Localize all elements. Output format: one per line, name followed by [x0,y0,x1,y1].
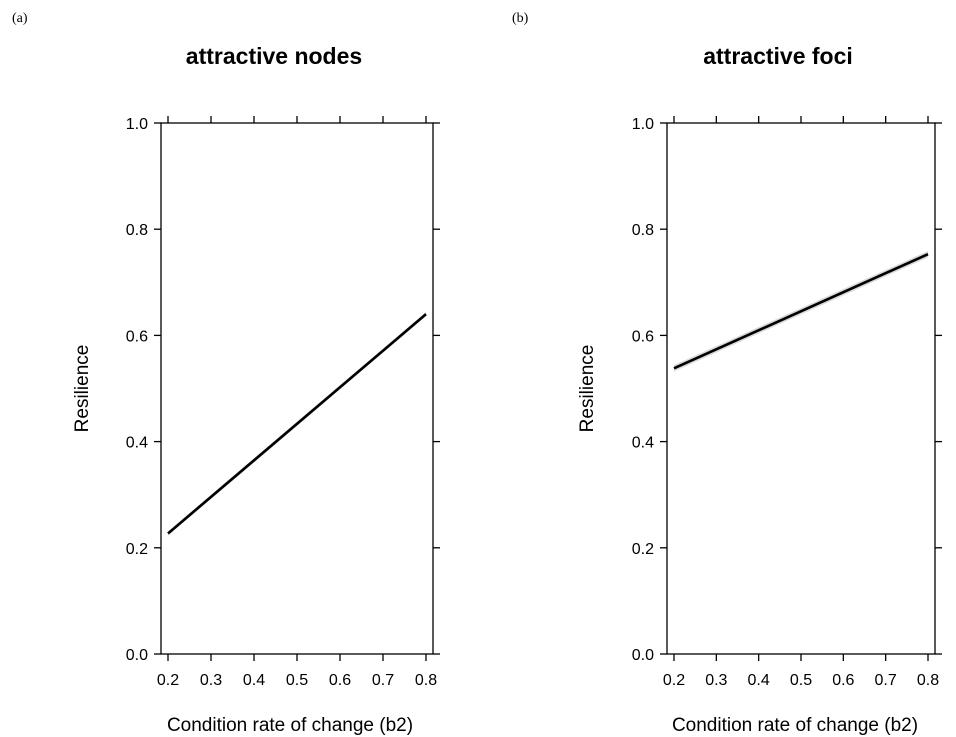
y-tick-label: 0.8 [126,222,148,239]
x-tick-label: 0.8 [917,672,939,689]
plot-frame [160,122,434,655]
x-tick-label: 0.2 [157,672,179,689]
y-tick-label: 0.2 [126,541,148,558]
y-tick-label: 0.4 [126,435,148,452]
x-tick-label: 0.7 [372,672,394,689]
y-tick-label: 0.8 [632,222,654,239]
y-tick-label: 0.0 [126,647,148,664]
fit-line [673,252,929,370]
panel-label: (b) [512,11,529,26]
y-axis-label: Resilience [72,345,93,433]
chart-title: attractive nodes [186,43,362,69]
y-axis-label: Resilience [577,345,598,433]
x-axis-label: Condition rate of change (b2) [672,715,918,736]
x-tick-label: 0.7 [875,672,897,689]
y-tick-label: 0.2 [632,541,654,558]
x-tick-label: 0.5 [790,672,812,689]
x-tick-label: 0.3 [200,672,222,689]
panel-label: (a) [12,11,28,26]
plot-frame [666,122,936,655]
x-tick-label: 0.8 [415,672,437,689]
y-tick-label: 0.6 [632,328,654,345]
y-tick-label: 0.4 [632,435,654,452]
x-tick-label: 0.5 [286,672,308,689]
y-tick-label: 1.0 [632,116,654,133]
x-tick-label: 0.6 [832,672,854,689]
x-axis-label: Condition rate of change (b2) [167,715,413,736]
chart-panel-a: (a) attractive nodes 0.0 0.2 0.4 0.6 0.8 1.0 0.2… [12,11,440,736]
x-tick-label: 0.4 [748,672,770,689]
fit-line [167,313,427,535]
x-tick-label: 0.2 [663,672,685,689]
x-tick-label: 0.3 [705,672,727,689]
y-tick-label: 1.0 [126,116,148,133]
chart-title: attractive foci [703,43,853,69]
x-tick-label: 0.6 [329,672,351,689]
x-tick-label: 0.4 [243,672,265,689]
chart-panel-b: (b) attractive foci 0.0 0.2 0.4 0.6 0.8 1.0 0.2 0… [512,11,942,736]
y-tick-label: 0.0 [632,647,654,664]
y-tick-label: 0.6 [126,328,148,345]
